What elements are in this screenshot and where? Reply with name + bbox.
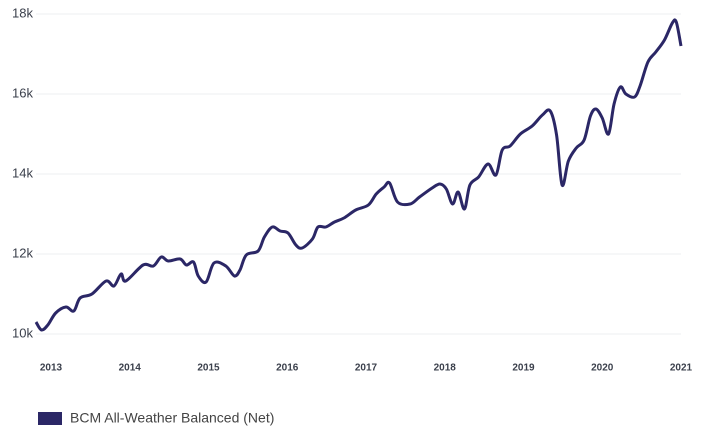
- x-tick-label: 2013: [40, 363, 63, 374]
- y-tick-label: 16k: [12, 85, 33, 100]
- x-tick-label: 2018: [434, 363, 457, 374]
- x-tick-label: 2014: [119, 363, 142, 374]
- x-tick-label: 2020: [591, 363, 614, 374]
- y-tick-label: 14k: [12, 165, 33, 180]
- x-tick-label: 2016: [276, 363, 299, 374]
- x-tick-label: 2015: [197, 363, 220, 374]
- x-tick-label: 2019: [512, 363, 535, 374]
- legend-label: BCM All-Weather Balanced (Net): [70, 410, 274, 426]
- y-tick-label: 12k: [12, 245, 33, 260]
- y-tick-label: 10k: [12, 325, 33, 340]
- line: [34, 18, 683, 332]
- x-tick-label: 2017: [355, 363, 378, 374]
- y-tick-label: 18k: [12, 5, 33, 20]
- x-tick-label: 2021: [670, 363, 693, 374]
- legend-swatch: [38, 412, 62, 425]
